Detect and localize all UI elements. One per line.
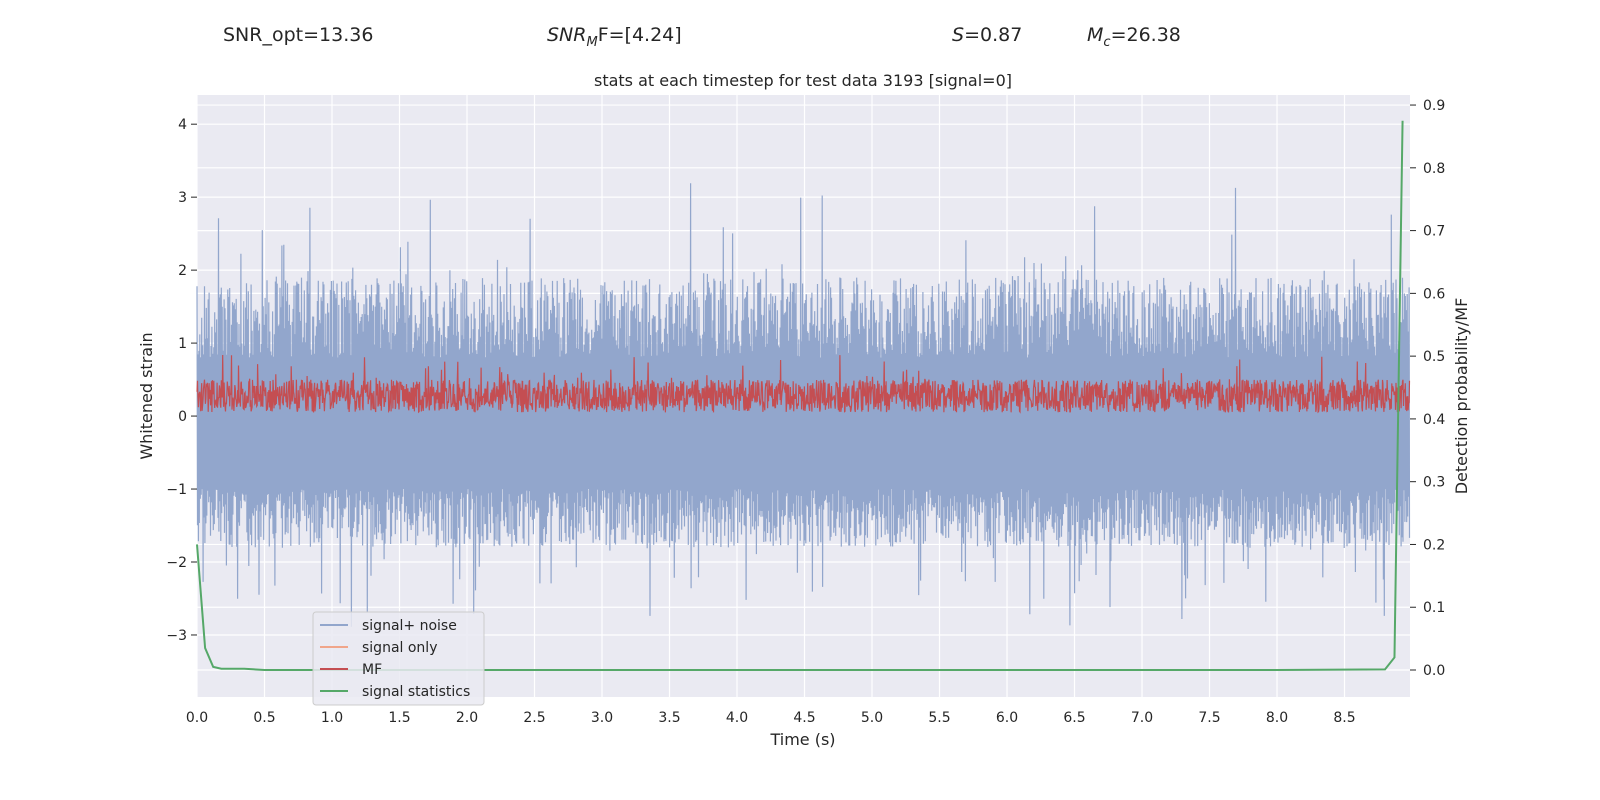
y-right-axis-label: Detection probability/MF — [1452, 298, 1471, 495]
x-tick-label: 6.0 — [996, 710, 1018, 726]
y-right-tick-label: 0.4 — [1423, 412, 1445, 428]
x-tick-label: 3.0 — [591, 710, 613, 726]
y-tick-label: 2 — [178, 263, 187, 279]
snr-mf-sub: M — [586, 35, 597, 50]
y-right-tick-label: 0.9 — [1423, 98, 1445, 114]
y-tick-label: 0 — [178, 409, 187, 425]
chart-title: stats at each timestep for test data 319… — [594, 71, 1012, 90]
x-tick-label: 2.0 — [456, 710, 478, 726]
y-tick-label: 3 — [178, 190, 187, 206]
x-tick-label: 0.0 — [186, 710, 208, 726]
x-tick-label: 5.5 — [928, 710, 950, 726]
x-tick-label: 1.5 — [388, 710, 410, 726]
x-tick-label: 0.5 — [253, 710, 275, 726]
y-right-tick-label: 0.6 — [1423, 286, 1445, 302]
y-right-tick-label: 0.5 — [1423, 349, 1445, 365]
legend-signal-only: signal only — [362, 640, 437, 656]
x-tick-label: 7.0 — [1131, 710, 1153, 726]
x-tick-label: 1.0 — [321, 710, 343, 726]
y-tick-label: −2 — [166, 555, 187, 571]
x-tick-label: 5.0 — [861, 710, 883, 726]
x-tick-label: 8.5 — [1333, 710, 1355, 726]
snr-mf-label: SNRMF=[4.24] — [547, 24, 682, 50]
signal-noise-line — [196, 183, 1411, 627]
legend: signal+ noise signal only MF signal stat… — [312, 611, 485, 706]
y-tick-label: 4 — [178, 117, 187, 133]
x-tick-label: 6.5 — [1063, 710, 1085, 726]
y-right-tick-label: 0.8 — [1423, 161, 1445, 177]
x-tick-label: 4.5 — [793, 710, 815, 726]
y-tick-label: 1 — [178, 336, 187, 352]
y-right-tick-label: 0.7 — [1423, 224, 1445, 240]
y-axis-label: Whitened strain — [137, 332, 156, 459]
s-label: S=0.87 — [952, 24, 1022, 46]
legend-signal-noise: signal+ noise — [362, 618, 457, 634]
x-tick-label: 4.0 — [726, 710, 748, 726]
y-tick-label: −3 — [166, 628, 187, 644]
ticks: 0.0 0.5 1.0 1.5 2.0 2.5 3.0 3.5 4.0 4.5 5.0 5.5 6.0 6… — [166, 98, 1445, 726]
legend-mf: MF — [362, 662, 382, 678]
x-axis-label: Time (s) — [769, 730, 835, 749]
snr-opt-label: SNR_opt=13.36 — [223, 24, 373, 46]
mc-label: Mc=26.38 — [1087, 24, 1181, 50]
legend-box — [312, 611, 485, 706]
x-tick-label: 8.0 — [1266, 710, 1288, 726]
x-tick-label: 2.5 — [523, 710, 545, 726]
y-tick-label: −1 — [166, 482, 187, 498]
x-tick-label: 7.5 — [1198, 710, 1220, 726]
snr-mf-base: SNR — [547, 24, 586, 46]
x-tick-label: 3.5 — [658, 710, 680, 726]
y-right-tick-label: 0.2 — [1423, 537, 1445, 553]
snr-mf-rest: F=[4.24] — [598, 24, 682, 46]
legend-signal-statistics: signal statistics — [362, 684, 470, 700]
y-right-tick-label: 0.1 — [1423, 600, 1445, 616]
y-right-tick-label: 0.3 — [1423, 475, 1445, 491]
y-right-tick-label: 0.0 — [1423, 663, 1445, 679]
mf-line — [196, 354, 1411, 414]
